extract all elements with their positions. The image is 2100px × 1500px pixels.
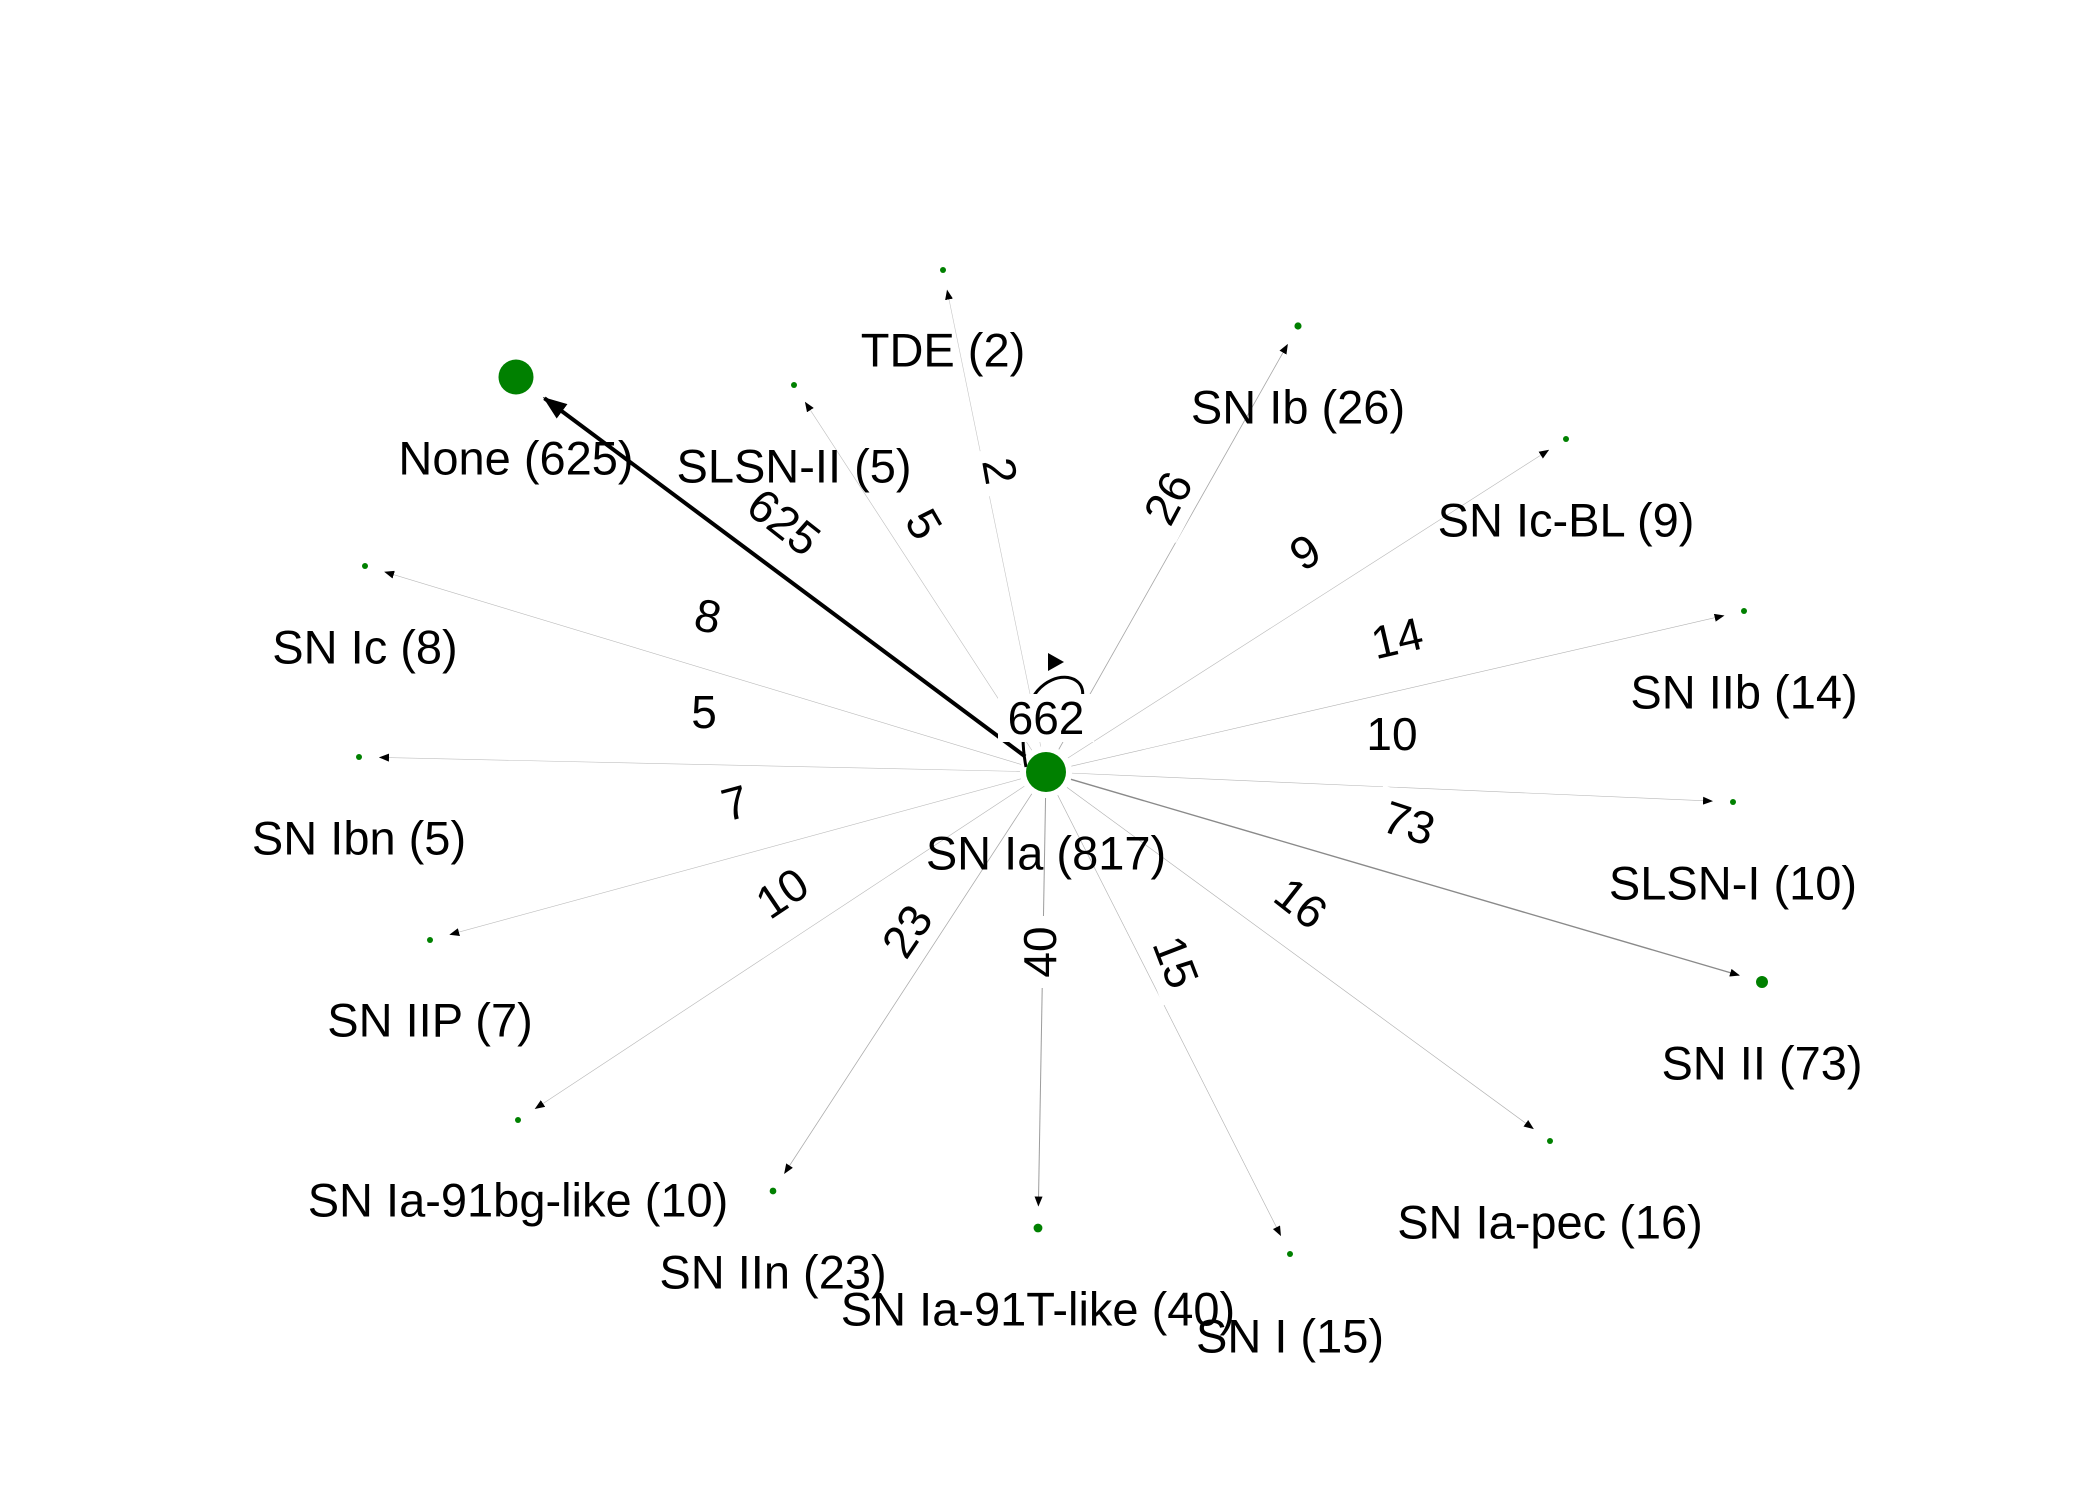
node-sn-ia-91bg-like [515, 1117, 521, 1123]
edge-label-sn-ia-pec: 16 [1255, 858, 1347, 948]
edge-sn-i [1057, 795, 1281, 1237]
edge-sn-ic [384, 570, 1022, 765]
node-tde [940, 267, 946, 273]
node-sn-ibn [356, 754, 362, 760]
edge-label-sn-ic-bl: 9 [1270, 516, 1340, 588]
self-loop-label: 662 [998, 692, 1094, 744]
edge-slsn-ii [804, 401, 1033, 751]
edge-sn-ibn [378, 753, 1021, 772]
node-sn-ia [1026, 752, 1066, 792]
edge-sn-ib [1058, 343, 1288, 750]
node-sn-ic [362, 563, 368, 569]
self-loop-arrowhead [1048, 653, 1064, 671]
node-label-sn-i: SN I (15) [1196, 1310, 1384, 1363]
node-label-sn-ia-91t-like: SN Ia-91T-like (40) [841, 1283, 1235, 1336]
svg-text:14: 14 [1366, 607, 1428, 669]
edge-tde [945, 289, 1042, 747]
edge-sn-ia-91t-like [1034, 797, 1047, 1207]
node-label-slsn-i: SLSN-I (10) [1609, 857, 1857, 910]
edge-sn-iip [449, 778, 1021, 936]
edge-label-slsn-i: 10 [1356, 706, 1428, 762]
edge-none [542, 396, 1027, 759]
node-label-sn-ib: SN Ib (26) [1191, 381, 1405, 434]
edge-label-sn-ibn: 5 [681, 684, 727, 740]
node-sn-i [1287, 1251, 1293, 1257]
edge-label-sn-i: 15 [1136, 918, 1216, 1006]
edge-label-sn-iin: 23 [863, 885, 951, 977]
edge-sn-ia-91bg-like [534, 786, 1025, 1109]
edge-label-sn-ia-91bg-like: 10 [736, 849, 828, 937]
edge-label-sn-ia-91t-like: 40 [1012, 916, 1068, 988]
node-sn-ia-91t-like [1033, 1223, 1043, 1233]
edge-slsn-i [1071, 772, 1714, 805]
node-label-sn-ii: SN II (73) [1661, 1037, 1862, 1090]
svg-text:5: 5 [691, 686, 717, 738]
edges-layer [378, 289, 1740, 1237]
edge-sn-iin [784, 793, 1033, 1174]
edge-label-tde: 2 [968, 443, 1032, 499]
node-none [498, 359, 534, 395]
edge-sn-ii [1070, 778, 1740, 977]
edge-label-sn-iip: 7 [705, 770, 765, 836]
edge-label-sn-iib: 14 [1355, 602, 1439, 674]
edge-label-sn-ic: 8 [679, 583, 737, 649]
node-label-sn-ia: SN Ia (817) [926, 827, 1166, 880]
nodes-layer [356, 267, 1768, 1257]
node-sn-iib [1741, 608, 1747, 614]
node-label-none: None (625) [398, 432, 633, 485]
node-sn-ia-pec [1547, 1138, 1553, 1144]
node-sn-iin [769, 1187, 777, 1195]
node-label-sn-iib: SN IIb (14) [1630, 666, 1857, 719]
svg-text:40: 40 [1014, 926, 1066, 977]
node-label-sn-ia-pec: SN Ia-pec (16) [1397, 1196, 1703, 1249]
node-sn-ii [1756, 976, 1768, 988]
node-label-sn-iin: SN IIn (23) [659, 1246, 886, 1299]
node-label-sn-ic: SN Ic (8) [272, 621, 457, 674]
node-label-slsn-ii: SLSN-II (5) [676, 440, 911, 493]
edge-label-sn-ib: 26 [1126, 453, 1210, 543]
svg-text:10: 10 [1366, 708, 1417, 760]
node-label-sn-ibn: SN Ibn (5) [252, 812, 466, 865]
node-label-tde: TDE (2) [861, 324, 1026, 377]
edge-sn-ia-pec [1066, 787, 1534, 1130]
node-sn-ic-bl [1563, 436, 1569, 442]
node-slsn-ii [791, 382, 797, 388]
svg-text:662: 662 [1008, 692, 1085, 744]
node-sn-ib [1294, 322, 1302, 330]
edge-sn-ic-bl [1067, 449, 1550, 759]
edge-label-sn-ii: 73 [1366, 785, 1452, 861]
node-slsn-i [1730, 799, 1736, 805]
node-label-sn-ia-91bg-like: SN Ia-91bg-like (10) [308, 1174, 729, 1227]
edge-label-slsn-ii: 5 [888, 490, 960, 558]
node-sn-iip [427, 937, 433, 943]
edge-sn-iib [1071, 613, 1725, 767]
node-label-sn-iip: SN IIP (7) [327, 994, 532, 1047]
node-label-sn-ic-bl: SN Ic-BL (9) [1438, 494, 1695, 547]
